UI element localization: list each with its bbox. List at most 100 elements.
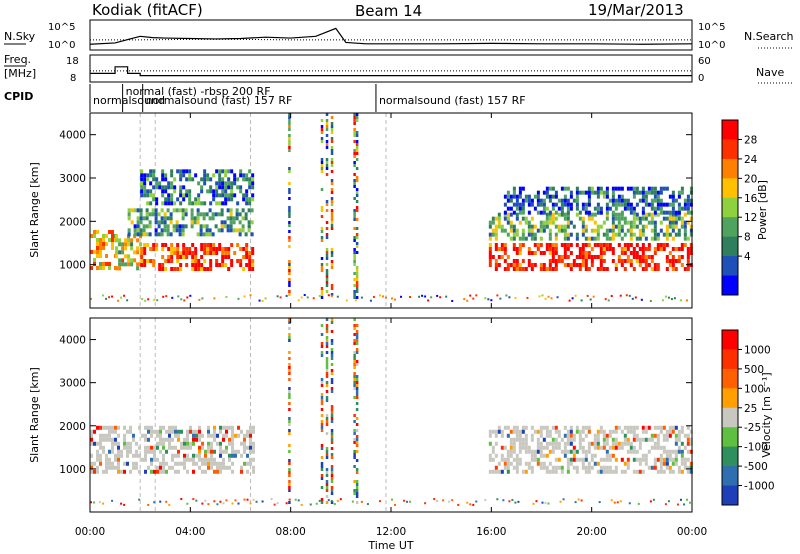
stripe-cell: [353, 131, 356, 134]
range-cell: [506, 461, 510, 466]
stripe-cell: [355, 444, 359, 447]
range-cell: [683, 236, 687, 241]
range-cell: [641, 216, 645, 221]
range-cell: [225, 449, 228, 454]
range-cell: [602, 194, 606, 199]
range-cell: [662, 247, 666, 251]
stripe-cell: [288, 486, 291, 489]
range-cell: [509, 194, 513, 199]
range-cell: [626, 220, 630, 225]
range-cell: [548, 461, 552, 466]
stripe-cell: [288, 378, 291, 381]
range-cell: [105, 461, 108, 466]
colorbar-tick-label: 8: [744, 232, 751, 244]
range-cell: [176, 247, 180, 251]
range-cell: [557, 433, 561, 438]
range-cell: [554, 429, 558, 434]
range-cell: [650, 190, 654, 195]
range-cell: [524, 445, 528, 450]
range-cell: [99, 266, 102, 270]
range-cell: [665, 465, 669, 470]
range-cell: [686, 437, 690, 442]
range-cell: [165, 461, 168, 466]
stripe-cell: [288, 480, 291, 483]
range-cell: [184, 208, 188, 213]
ground-cell: [562, 498, 565, 501]
ground-cell: [252, 498, 255, 501]
range-cell: [680, 220, 684, 225]
range-cell: [152, 169, 156, 174]
range-cell: [249, 441, 252, 446]
range-cell: [572, 453, 576, 458]
ground-cell: [661, 299, 664, 302]
range-cell: [581, 461, 585, 466]
range-cell: [593, 220, 597, 225]
range-cell: [208, 216, 212, 221]
range-cell: [548, 263, 552, 267]
stripe-cell: [355, 468, 359, 471]
range-cell: [629, 236, 633, 241]
range-cell: [629, 206, 633, 211]
range-cell: [581, 465, 585, 470]
range-cell: [575, 232, 579, 237]
range-cell: [211, 212, 215, 217]
range-cell: [144, 453, 147, 458]
stripe-cell: [325, 158, 329, 161]
range-cell: [554, 202, 558, 207]
stripe-cell: [288, 429, 291, 432]
range-cell: [656, 263, 660, 267]
range-cell: [512, 186, 516, 191]
range-cell: [584, 206, 588, 211]
range-cell: [689, 429, 693, 434]
range-cell: [227, 251, 231, 255]
range-cell: [246, 445, 249, 450]
range-cell: [242, 193, 246, 198]
range-cell: [170, 173, 174, 178]
range-cell: [689, 251, 693, 255]
range-cell: [155, 247, 159, 251]
range-cell: [590, 453, 594, 458]
range-cell: [653, 251, 657, 255]
stripe-cell: [288, 278, 291, 281]
station-title: Kodiak (fitACF): [92, 1, 203, 19]
range-cell: [132, 437, 135, 442]
ground-cell: [270, 498, 273, 501]
range-cell: [512, 210, 516, 215]
range-cell: [548, 441, 552, 446]
range-cell: [668, 202, 672, 207]
range-cell: [249, 429, 252, 434]
range-cell: [159, 465, 162, 470]
range-cell: [686, 236, 690, 241]
range-cell: [207, 449, 210, 454]
stripe-cell: [330, 405, 334, 408]
stripe-cell: [325, 134, 329, 137]
range-cell: [96, 449, 99, 454]
stripe-cell: [330, 191, 334, 194]
range-cell: [659, 469, 663, 474]
range-cell: [143, 173, 147, 178]
range-cell: [530, 449, 534, 454]
range-cell: [683, 212, 687, 217]
range-cell: [530, 457, 534, 462]
range-cell: [674, 449, 678, 454]
range-cell: [194, 247, 198, 251]
range-cell: [611, 232, 615, 237]
ground-cell: [508, 500, 511, 503]
stripe-cell: [288, 245, 291, 248]
range-cell: [129, 441, 132, 446]
range-cell: [620, 198, 624, 203]
range-cell: [671, 228, 675, 233]
range-cell: [146, 173, 150, 178]
range-cell: [572, 259, 576, 263]
range-cell: [93, 230, 96, 234]
stripe-cell: [330, 293, 334, 296]
range-cell: [209, 247, 213, 251]
range-cell: [536, 461, 540, 466]
range-cell: [590, 186, 594, 191]
range-cell: [512, 263, 516, 267]
ground-cell: [237, 502, 240, 505]
range-cell: [132, 465, 135, 470]
range-cell: [204, 469, 207, 474]
range-cell: [539, 429, 543, 434]
range-cell: [235, 228, 239, 233]
